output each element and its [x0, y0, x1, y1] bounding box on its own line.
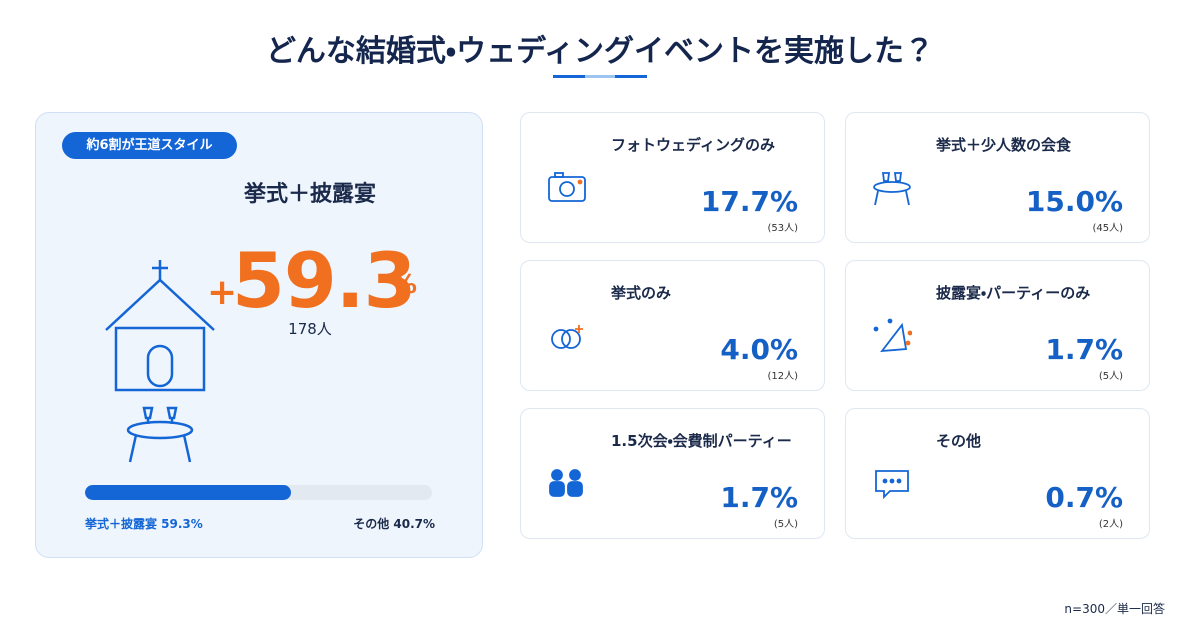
- card-icon: [547, 317, 587, 361]
- card: 披露宴・パーティーのみ 1.7% (5人): [845, 260, 1150, 391]
- icon: [551, 325, 583, 349]
- main-panel: [35, 112, 483, 558]
- bar-label: 挙式＋披露宴 59.3%: [85, 517, 203, 531]
- card: フォトウェディングのみ 17.7% (53人): [520, 112, 825, 243]
- card: 挙式のみ 4.0% (12人): [520, 260, 825, 391]
- card-percent: 1.7%: [720, 481, 798, 514]
- card-icon: [872, 169, 912, 213]
- card: 1.5次会・会費制パーティー 1.7% (5人): [520, 408, 825, 539]
- card-count: (2人): [1098, 519, 1123, 530]
- main-percent: 59.3: [232, 236, 417, 325]
- percent-unit: %: [391, 270, 418, 300]
- main-count: 178人: [288, 320, 332, 338]
- card: 挙式＋少人数の会食 15.0% (45人): [845, 112, 1150, 243]
- card-percent: 4.0%: [720, 333, 798, 366]
- icon: [873, 318, 913, 353]
- card-title: 1.5次会・会費制パーティー: [611, 432, 792, 450]
- card-percent: 15.0%: [1025, 185, 1123, 218]
- progress-track: [85, 485, 432, 500]
- bar-other-label: その他 40.7%: [353, 517, 435, 531]
- card-icon: [547, 169, 587, 213]
- card-title: その他: [936, 432, 982, 450]
- plus-sign: +: [207, 272, 238, 313]
- church-icon: [105, 260, 215, 463]
- title-underline: [553, 75, 647, 78]
- icon: [875, 470, 909, 500]
- main-heading: 挙式＋披露宴: [243, 182, 376, 207]
- card-count: (5人): [773, 519, 798, 530]
- card-count: (5人): [1098, 371, 1123, 382]
- card-percent: 0.7%: [1045, 481, 1123, 514]
- card-icon: [547, 465, 587, 509]
- card-icon: [872, 465, 912, 509]
- card-count: (53人): [767, 223, 798, 234]
- card-count: (12人): [767, 371, 798, 382]
- card: その他 0.7% (2人): [845, 408, 1150, 539]
- card-icon: [872, 317, 913, 361]
- card-count: (45人): [1092, 223, 1123, 234]
- badge: 約6割が王道スタイル: [62, 132, 237, 159]
- progress-fill: [85, 485, 291, 500]
- card-title: 披露宴・パーティーのみ: [936, 284, 1091, 302]
- card-percent: 1.7%: [1045, 333, 1123, 366]
- title: どんな結婚式・ウェディングイベントを実施した？: [265, 34, 935, 69]
- card-title: 挙式＋少人数の会食: [936, 136, 1072, 154]
- icon: [548, 172, 586, 202]
- icon: [549, 469, 583, 497]
- footnote: n=300／単一回答: [1064, 602, 1165, 616]
- card-title: フォトウェディングのみ: [611, 136, 775, 154]
- icon: [873, 172, 911, 206]
- card-title: 挙式のみ: [611, 284, 672, 302]
- card-percent: 17.7%: [700, 185, 798, 218]
